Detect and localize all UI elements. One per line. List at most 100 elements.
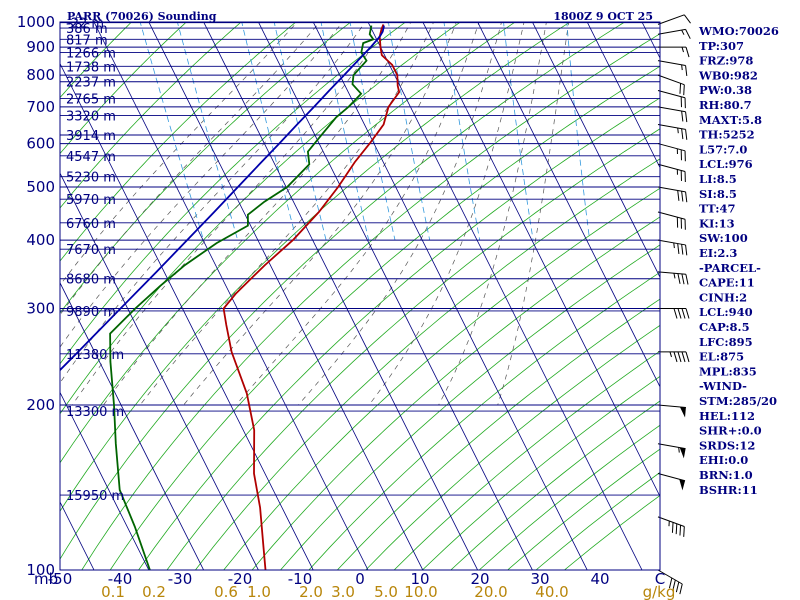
sounding-index: SRDS:12 <box>699 438 755 452</box>
wind-barb <box>657 404 686 418</box>
isotherm-line <box>477 22 660 388</box>
wind-barb <box>657 271 689 285</box>
height-level-label: 1266 m <box>66 46 116 61</box>
dry-adiabat-line <box>365 324 660 570</box>
sounding-index: PW:0.38 <box>699 83 752 97</box>
height-level-label: -22 m <box>66 17 104 32</box>
mixing-ratio-tick-label: 0.6 <box>214 583 238 600</box>
sounding-index: LI:8.5 <box>699 172 737 186</box>
height-level-label: 8680 m <box>66 273 116 288</box>
sounding-index: SW:100 <box>699 231 748 245</box>
sounding-index: LCL:976 <box>699 157 753 171</box>
mixing-ratio-tick-label: 1.0 <box>247 583 271 600</box>
valid-time: 1800Z 9 OCT 25 <box>553 10 653 23</box>
temperature-tick-label: -40 <box>108 570 133 588</box>
wind-barb <box>658 46 690 58</box>
height-level-label: 2237 m <box>66 76 116 91</box>
moist-adiabat-line <box>71 22 389 406</box>
isotherm-line <box>257 22 533 570</box>
mixing-ratio-line <box>349 22 396 241</box>
mixing-ratio-tick-label: 3.0 <box>331 583 355 600</box>
height-level-label: 7670 m <box>66 243 116 258</box>
temperature-tick-label: 0 <box>355 570 365 588</box>
sounding-index: TP:307 <box>699 39 744 53</box>
sounding-index: WB0:982 <box>698 68 758 82</box>
sounding-index: MAXT:5.8 <box>699 113 762 127</box>
pressure-tick-label: 100 <box>26 561 55 579</box>
wind-barb <box>657 186 688 203</box>
temperature-tick-label: 10 <box>410 570 429 588</box>
temperature-tick-label: C <box>655 570 665 588</box>
isotherm-line <box>203 22 479 570</box>
mixing-ratio-line <box>387 22 431 241</box>
temperature-tick-label: -20 <box>228 570 253 588</box>
temperature-trace <box>222 24 401 570</box>
moist-adiabat-line <box>103 22 412 406</box>
wind-barb <box>657 106 688 123</box>
mixing-ratio-tick-label: g/kg <box>643 583 676 600</box>
sounding-index: SI:8.5 <box>699 187 737 201</box>
height-level-label: 15950 m <box>66 489 124 504</box>
wind-barb <box>658 351 690 363</box>
wind-barb <box>657 60 688 76</box>
sounding-traces <box>60 24 401 570</box>
mixing-ratio-line <box>241 22 297 241</box>
wind-barb <box>657 124 688 140</box>
isotherm-line <box>312 22 588 570</box>
mixing-ratio-line <box>566 22 590 241</box>
parcel-trace <box>60 25 385 372</box>
wind-barb <box>657 89 686 109</box>
sounding-index: EI:2.3 <box>699 246 737 260</box>
wind-barb <box>657 74 685 96</box>
height-level-label: 1738 m <box>66 60 116 75</box>
mixing-ratio-line <box>139 22 204 241</box>
pressure-tick-label: 500 <box>26 178 55 196</box>
dry-adiabat-line <box>60 22 133 99</box>
sounding-index: BRN:1.0 <box>699 468 753 482</box>
sounding-index: CINH:2 <box>699 290 747 304</box>
wind-barb <box>657 211 686 230</box>
mixing-ratio-line <box>176 22 239 241</box>
temperature-tick-label: 30 <box>530 570 549 588</box>
pressure-tick-label: 800 <box>26 66 55 84</box>
sounding-index: -WIND- <box>699 379 747 393</box>
sounding-index: EL:875 <box>699 350 744 364</box>
pressure-tick-label: 200 <box>26 396 55 414</box>
sounding-index: KI:13 <box>699 216 735 230</box>
wind-barbs <box>657 14 691 595</box>
sounding-index: TH:5252 <box>699 128 755 142</box>
height-level-label: 817 m <box>66 33 108 48</box>
dry-adiabat-line <box>223 187 660 570</box>
isotherm-line <box>531 22 660 279</box>
wind-barb <box>657 143 686 162</box>
dry-adiabat-line <box>279 244 660 570</box>
wind-barb <box>657 569 683 595</box>
mixing-ratio-line <box>503 22 534 241</box>
mixing-ratio-tick-label: 0.1 <box>101 583 125 600</box>
wind-barb <box>657 28 691 39</box>
temperature-tick-label: -10 <box>288 570 313 588</box>
height-level-label: 4547 m <box>66 150 116 165</box>
sounding-index: LCL:940 <box>699 305 753 319</box>
pressure-tick-label: 400 <box>26 231 55 249</box>
height-level-label: 6760 m <box>66 217 116 232</box>
sounding-index: RH:80.7 <box>699 98 752 112</box>
pressure-tick-label: 900 <box>26 38 55 56</box>
height-level-label: 3320 m <box>66 110 116 125</box>
moist-adiabat-line <box>60 22 366 384</box>
wind-barb <box>658 308 690 319</box>
pressure-unit-label: mb <box>34 570 58 588</box>
sounding-index: L57:7.0 <box>699 142 747 156</box>
sounding-index: CAP:8.5 <box>699 320 750 334</box>
mixing-ratio-line <box>273 22 327 241</box>
isotherm-line <box>60 62 314 570</box>
dry-adiabat-line <box>251 216 660 570</box>
isotherm-line <box>60 172 259 570</box>
dewpoint-trace <box>109 25 375 570</box>
isotherm-line <box>0 10 45 582</box>
sounding-index: BSHR:11 <box>699 483 758 497</box>
sounding-index: CAPE:11 <box>699 276 755 290</box>
temperature-tick-label: 40 <box>590 570 609 588</box>
